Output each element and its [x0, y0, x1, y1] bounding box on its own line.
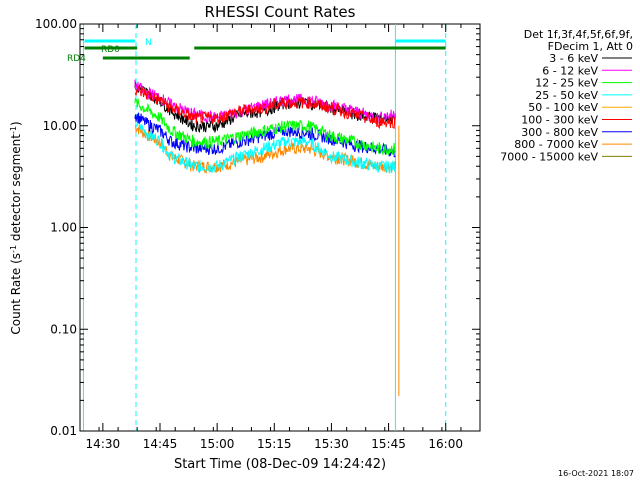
y-tick-label: 100.00: [35, 17, 77, 31]
legend-label: 300 - 800 keV: [521, 126, 598, 139]
legend-label: 25 - 50 keV: [535, 89, 598, 102]
y-tick-label: 0.01: [50, 424, 77, 438]
series-line-6: [134, 112, 396, 158]
footer-timestamp: 16-Oct-2021 18:07: [558, 469, 634, 478]
y-tick-label: 0.10: [50, 322, 77, 336]
x-tick-label: 15:00: [200, 437, 235, 451]
legend-label: 100 - 300 keV: [521, 114, 598, 127]
legend-label: 3 - 6 keV: [549, 52, 598, 65]
legend-label: 7000 - 15000 keV: [500, 150, 598, 163]
x-tick-label: 16:00: [428, 437, 463, 451]
x-tick-label: 15:15: [257, 437, 292, 451]
legend-header: FDecim 1, Att 0: [548, 40, 633, 53]
annotation-label: RD4: [67, 54, 86, 64]
legend-label: 12 - 25 keV: [535, 77, 598, 90]
legend-label: 800 - 7000 keV: [514, 138, 598, 151]
series-line-2: [134, 97, 396, 156]
legend: Det 1f,3f,4f,5f,6f,9f,FDecim 1, Att 03 -…: [500, 28, 633, 163]
legend-label: 6 - 12 keV: [542, 64, 598, 77]
annotation-label: RD0: [101, 45, 120, 55]
series-line-3: [134, 115, 396, 175]
annotation-label: N: [145, 38, 152, 48]
state-annotations: N RD0 RD4: [67, 38, 446, 64]
y-axis: 0.01 0.10 1.00 10.00 100.00: [35, 17, 480, 438]
series-line-5: [134, 85, 396, 130]
legend-header: Det 1f,3f,4f,5f,6f,9f,: [524, 28, 633, 41]
x-tick-label: 15:30: [314, 437, 349, 451]
x-tick-label: 14:30: [86, 437, 121, 451]
x-tick-label: 14:45: [143, 437, 178, 451]
x-axis: 14:30 14:45 15:00 15:15 15:30 15:45 16:00: [79, 24, 463, 451]
y-tick-label: 1.00: [50, 221, 77, 235]
x-tick-label: 15:45: [371, 437, 406, 451]
y-axis-label: Count Rate (s-1 detector segment-1): [9, 121, 24, 334]
x-axis-label: Start Time (08-Dec-09 14:24:42): [174, 457, 386, 472]
chart-title: RHESSI Count Rates: [205, 3, 356, 21]
series-lines: [134, 79, 400, 397]
y-tick-label: 10.00: [43, 119, 77, 133]
legend-label: 50 - 100 keV: [528, 101, 598, 114]
